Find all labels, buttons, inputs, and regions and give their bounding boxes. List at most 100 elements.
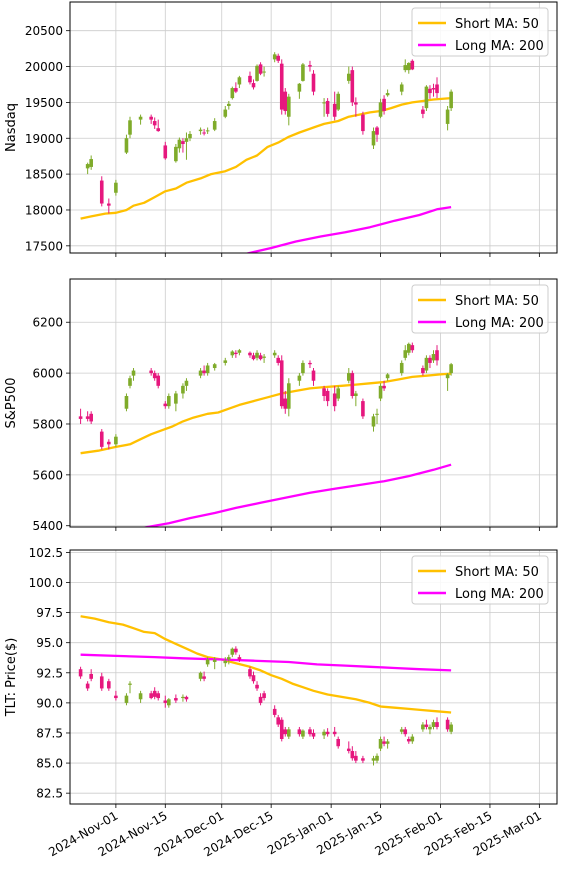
candle-body bbox=[258, 64, 263, 74]
candle-body bbox=[85, 683, 90, 689]
candle bbox=[350, 66, 355, 106]
candle-body bbox=[431, 88, 436, 90]
candle bbox=[156, 690, 161, 701]
candle bbox=[131, 368, 136, 381]
candle-body bbox=[78, 669, 83, 677]
candle bbox=[403, 726, 408, 737]
candle bbox=[227, 100, 231, 110]
candle-body bbox=[234, 352, 238, 355]
candle-body bbox=[406, 62, 411, 71]
long-ma-line bbox=[243, 205, 452, 253]
legend-label-long-ma: Long MA: 200 bbox=[455, 39, 544, 54]
candle-body bbox=[382, 98, 386, 112]
candle bbox=[371, 127, 376, 150]
candle bbox=[311, 729, 316, 739]
candle bbox=[272, 52, 277, 63]
candle bbox=[428, 85, 432, 99]
candle bbox=[230, 647, 235, 658]
candle bbox=[325, 388, 330, 407]
candle-body bbox=[361, 401, 365, 417]
candle bbox=[361, 755, 365, 764]
candle-body bbox=[399, 84, 404, 92]
candle bbox=[421, 105, 425, 119]
candle-body bbox=[223, 109, 228, 117]
candle-body bbox=[421, 724, 425, 730]
candle bbox=[325, 728, 330, 737]
candle bbox=[424, 719, 429, 730]
candle bbox=[188, 131, 192, 142]
candle bbox=[301, 729, 305, 739]
candle bbox=[410, 342, 415, 353]
candle-body bbox=[202, 676, 206, 679]
candle bbox=[107, 198, 111, 214]
candle bbox=[262, 66, 266, 77]
candle bbox=[286, 93, 291, 126]
legend-label-long-ma: Long MA: 200 bbox=[455, 316, 544, 331]
candle-body bbox=[403, 729, 408, 735]
candle bbox=[212, 362, 217, 371]
candle bbox=[99, 672, 104, 691]
candle bbox=[382, 736, 386, 747]
candle bbox=[138, 690, 143, 703]
candle bbox=[248, 351, 252, 358]
candle-body bbox=[184, 696, 189, 700]
candle bbox=[234, 646, 238, 655]
candle bbox=[371, 413, 376, 432]
candle-body bbox=[325, 390, 330, 402]
y-tick-label: 20500 bbox=[25, 24, 63, 38]
candle-body bbox=[375, 413, 379, 415]
candle bbox=[184, 695, 189, 702]
candle bbox=[85, 681, 90, 691]
candle bbox=[445, 717, 450, 732]
candle bbox=[371, 755, 376, 766]
candle bbox=[382, 95, 386, 115]
candle-body bbox=[163, 700, 168, 703]
candle-body bbox=[375, 755, 379, 761]
candle-body bbox=[272, 54, 277, 60]
candle-body bbox=[428, 88, 432, 94]
candle bbox=[149, 114, 153, 124]
y-tick-label: 18500 bbox=[25, 168, 63, 182]
candle bbox=[272, 705, 277, 718]
candle bbox=[276, 714, 281, 727]
candle bbox=[163, 401, 168, 409]
candle-body bbox=[297, 729, 302, 735]
candle bbox=[202, 671, 206, 682]
candle-body bbox=[205, 130, 210, 132]
candle-body bbox=[449, 91, 453, 109]
candle-body bbox=[78, 416, 83, 419]
candle-body bbox=[421, 109, 425, 114]
candle bbox=[449, 722, 453, 735]
candle-body bbox=[449, 724, 453, 732]
candle-body bbox=[424, 357, 429, 371]
candle bbox=[272, 350, 277, 358]
candle-body bbox=[181, 385, 185, 394]
candle bbox=[325, 98, 330, 117]
candle bbox=[138, 114, 143, 125]
candle bbox=[99, 176, 104, 207]
candle-body bbox=[227, 103, 231, 106]
candle-body bbox=[128, 378, 132, 386]
candle-body bbox=[149, 370, 153, 374]
y-tick-label: 85.0 bbox=[36, 757, 63, 771]
candle bbox=[375, 408, 379, 424]
axes-frame bbox=[69, 278, 558, 528]
candle-body bbox=[237, 77, 242, 85]
candle-body bbox=[406, 343, 411, 353]
candle bbox=[107, 678, 111, 691]
candle bbox=[114, 179, 118, 196]
candle-body bbox=[350, 751, 355, 759]
candle-body bbox=[230, 648, 235, 655]
y-tick-label: 90.0 bbox=[36, 696, 63, 710]
candle-body bbox=[399, 729, 404, 732]
legend-label-short-ma: Short MA: 50 bbox=[455, 17, 539, 32]
candle-body bbox=[354, 102, 358, 105]
candle bbox=[248, 71, 252, 85]
candle-body bbox=[435, 84, 439, 94]
candle bbox=[424, 355, 429, 374]
candle bbox=[354, 97, 358, 117]
candle-body bbox=[234, 648, 238, 653]
candle-body bbox=[107, 441, 111, 445]
candle bbox=[332, 726, 337, 737]
candle-body bbox=[350, 70, 355, 103]
